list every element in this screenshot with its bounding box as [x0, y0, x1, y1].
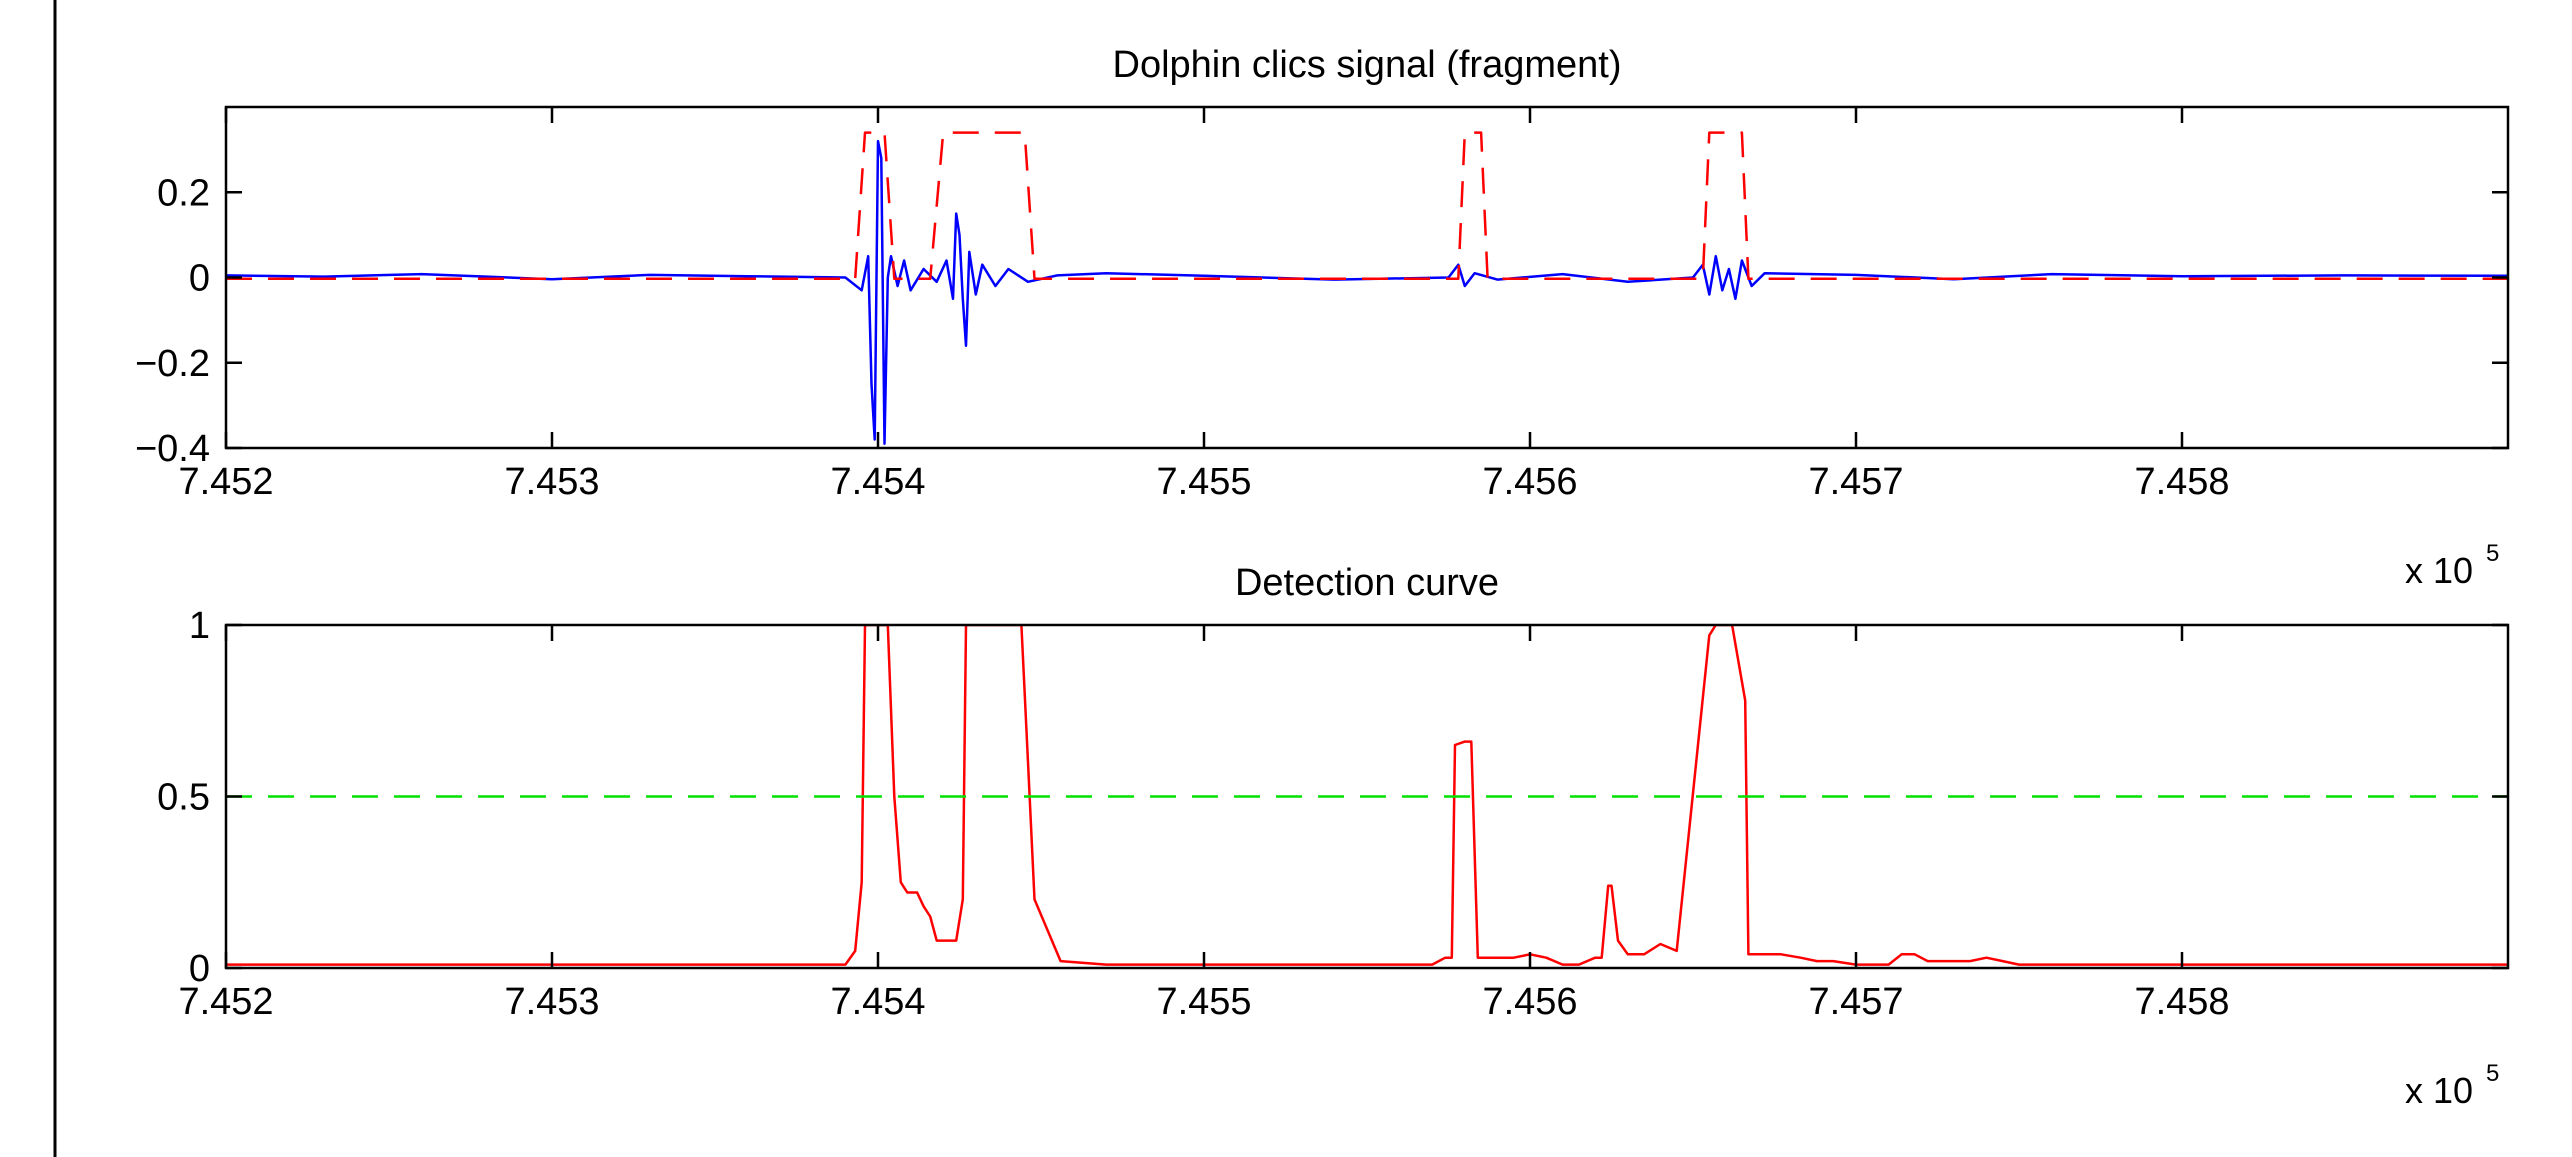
x-axis-multiplier-exponent: 5 [2486, 540, 2499, 567]
x-tick-label: 7.455 [1156, 461, 1251, 503]
x-tick-label: 7.454 [830, 981, 925, 1023]
x-tick-label: 7.452 [178, 981, 273, 1023]
y-tick-label: −0.4 [135, 428, 210, 470]
series-line-2 [226, 131, 2508, 281]
chart-title: Detection curve [1235, 562, 1499, 604]
x-tick-label: 7.453 [504, 981, 599, 1023]
x-tick-label: 7.457 [1808, 461, 1903, 503]
x-tick-label: 7.454 [830, 461, 925, 503]
y-tick-label: 1 [189, 605, 210, 647]
x-tick-label: 7.453 [504, 461, 599, 503]
y-tick-label: 0.2 [157, 172, 210, 214]
x-tick-label: 7.458 [2134, 461, 2229, 503]
x-tick-label: 7.457 [1808, 981, 1903, 1023]
x-tick-label: 7.458 [2134, 981, 2229, 1023]
chart-signal: Dolphin clics signal (fragment) 7.452 7.45… [135, 44, 2510, 591]
y-tick-label: 0.5 [157, 777, 210, 819]
chart-title: Dolphin clics signal (fragment) [1113, 44, 1622, 86]
y-tick-label: −0.2 [135, 343, 210, 385]
x-tick-label: 7.456 [1482, 461, 1577, 503]
x-tick-label: 7.456 [1482, 981, 1577, 1023]
x-axis-multiplier-exponent: 5 [2486, 1060, 2499, 1087]
y-tick-label: 0 [189, 258, 210, 300]
y-tick-label: 0 [189, 948, 210, 990]
charts-container: Dolphin clics signal (fragment) 7.452 7.45… [135, 44, 2510, 1111]
x-axis-multiplier: x 10 [2405, 1070, 2473, 1111]
x-tick-label: 7.455 [1156, 981, 1251, 1023]
x-tick-label: 7.452 [178, 461, 273, 503]
series-line-1 [226, 139, 2508, 445]
x-axis-multiplier: x 10 [2405, 550, 2473, 591]
series-line-1 [226, 625, 2508, 966]
chart-detection: Detection curve 7.452 7.453 7.454 7.455 7.456… [157, 562, 2510, 1111]
